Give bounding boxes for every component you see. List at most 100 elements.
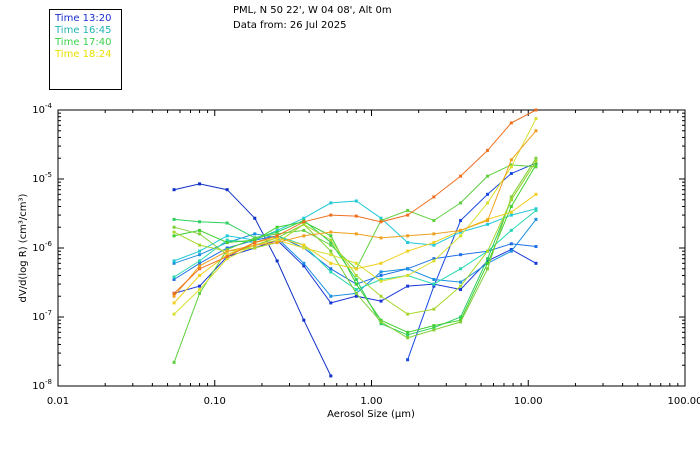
series-series-01	[172, 182, 333, 378]
y-tick-label: 10-4	[32, 102, 52, 116]
data-point	[486, 259, 490, 263]
data-point	[198, 288, 202, 292]
data-point	[172, 230, 176, 234]
data-point	[302, 216, 306, 220]
data-point	[302, 222, 306, 226]
data-point	[459, 315, 463, 319]
data-point	[379, 279, 383, 283]
data-point	[534, 192, 538, 196]
data-point	[459, 234, 463, 238]
data-point	[459, 284, 463, 288]
data-point	[225, 241, 229, 245]
data-point	[509, 248, 513, 252]
data-point	[509, 204, 513, 208]
data-point	[275, 230, 279, 234]
series-series-13	[172, 117, 538, 316]
data-point	[406, 213, 410, 217]
data-point	[379, 322, 383, 326]
data-point	[509, 165, 513, 169]
data-point	[509, 195, 513, 199]
data-point	[329, 301, 333, 305]
data-point	[329, 253, 333, 257]
data-point	[253, 246, 257, 250]
data-point	[509, 249, 513, 253]
data-point	[354, 282, 358, 286]
data-point	[509, 210, 513, 214]
data-point	[225, 248, 229, 252]
series-series-03	[406, 161, 538, 362]
data-point	[302, 228, 306, 232]
data-point	[486, 148, 490, 152]
data-point	[509, 213, 513, 217]
data-point	[302, 220, 306, 224]
data-point	[172, 261, 176, 265]
data-point	[534, 163, 538, 167]
data-point	[486, 261, 490, 265]
data-point	[486, 201, 490, 205]
data-point	[406, 358, 410, 362]
data-point	[379, 261, 383, 265]
data-point	[225, 249, 229, 253]
data-point	[198, 267, 202, 271]
legend-entry-16-45: Time 16:45	[55, 25, 112, 36]
data-point	[379, 277, 383, 281]
y-tick-label: 10-7	[32, 309, 52, 323]
data-point	[329, 241, 333, 245]
series-line	[407, 162, 537, 360]
data-point	[329, 201, 333, 205]
data-point	[486, 219, 490, 223]
data-point	[406, 336, 410, 340]
data-point	[406, 241, 410, 245]
data-point	[275, 259, 279, 263]
data-point	[198, 182, 202, 186]
data-point	[432, 277, 436, 281]
data-point	[432, 328, 436, 332]
data-point	[406, 330, 410, 334]
plot-frame	[57, 109, 686, 387]
data-point	[379, 273, 383, 277]
data-point	[432, 195, 436, 199]
data-point	[198, 261, 202, 265]
data-point	[486, 267, 490, 271]
data-point	[534, 208, 538, 212]
x-tick-label: 10.00	[514, 396, 543, 407]
data-point	[253, 241, 257, 245]
data-point	[534, 245, 538, 249]
data-point	[198, 273, 202, 277]
y-tick-label: 10-6	[32, 240, 52, 254]
data-point	[275, 232, 279, 236]
data-point	[198, 264, 202, 268]
data-point	[432, 307, 436, 311]
data-point	[432, 243, 436, 247]
data-point	[302, 243, 306, 247]
data-point	[329, 213, 333, 217]
data-point	[329, 230, 333, 234]
data-point	[172, 275, 176, 279]
data-point	[509, 172, 513, 176]
data-point	[275, 228, 279, 232]
data-point	[354, 288, 358, 292]
series-series-15	[172, 129, 538, 298]
data-point	[486, 257, 490, 261]
data-point	[534, 161, 538, 165]
y-tick-label: 10-8	[32, 378, 52, 392]
data-point	[329, 270, 333, 274]
data-point	[432, 284, 436, 288]
data-point	[329, 249, 333, 253]
data-point	[302, 261, 306, 265]
data-point	[302, 234, 306, 238]
data-point	[198, 243, 202, 247]
data-point	[406, 208, 410, 212]
data-point	[225, 255, 229, 259]
data-point	[486, 222, 490, 226]
x-axis-label: Aerosol Size (μm)	[327, 409, 415, 420]
data-point	[354, 273, 358, 277]
data-point	[329, 294, 333, 298]
data-point	[275, 225, 279, 229]
axis-ticks: 0.01 0.10 1.00 10.00 100.00 10-8 10-7 10-6 10-5 1…	[32, 102, 700, 407]
data-point	[379, 318, 383, 322]
data-point	[379, 320, 383, 324]
data-point	[354, 277, 358, 281]
data-point	[459, 320, 463, 324]
